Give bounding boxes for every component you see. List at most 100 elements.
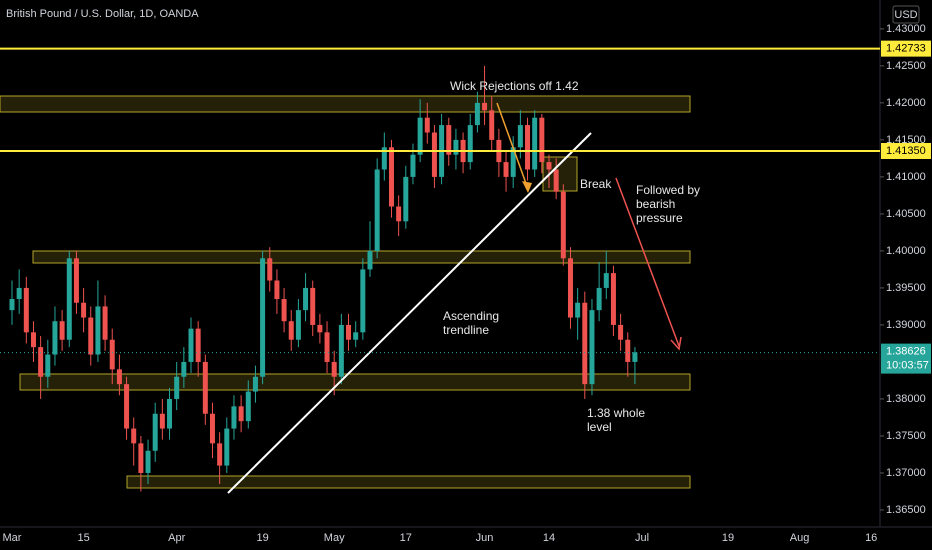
candle-body xyxy=(252,376,258,392)
candle-body xyxy=(610,273,616,325)
x-tick-label: Apr xyxy=(168,532,185,544)
candle-body xyxy=(424,117,430,133)
candle-body xyxy=(546,162,552,170)
candle-body xyxy=(589,310,595,385)
candle-body xyxy=(281,299,287,322)
candle-body xyxy=(560,191,566,259)
candle-body xyxy=(474,102,480,126)
candle-body xyxy=(288,321,294,340)
candle-body xyxy=(116,369,122,385)
candle-body xyxy=(88,317,94,355)
y-tick-label: 1.41000 xyxy=(886,171,926,183)
candle-body xyxy=(45,354,51,377)
supply-zone xyxy=(0,95,691,113)
x-tick-label: 19 xyxy=(256,532,268,544)
level-label-box xyxy=(881,40,931,57)
wick-arrow-head xyxy=(522,181,532,193)
trendline xyxy=(227,132,592,494)
candle-body xyxy=(245,391,251,422)
candle-body xyxy=(367,250,373,270)
candle-body xyxy=(217,443,223,466)
candle-body xyxy=(503,162,509,177)
x-tick-label: Aug xyxy=(790,532,810,544)
candle-body xyxy=(260,258,266,377)
whole-level-note: level xyxy=(587,420,612,434)
candle-body xyxy=(274,280,280,300)
trendline-note: Ascending xyxy=(443,309,499,323)
candle-body xyxy=(30,332,36,348)
candle-body xyxy=(510,147,516,177)
candle-body xyxy=(303,287,309,311)
candle-body xyxy=(532,117,538,170)
y-tick-label: 1.41500 xyxy=(886,134,926,146)
candle-body xyxy=(81,302,87,318)
x-tick-label: 19 xyxy=(722,532,734,544)
candle-body xyxy=(417,117,423,155)
x-tick-label: 14 xyxy=(543,532,555,544)
candle-body xyxy=(331,361,337,377)
candle-body xyxy=(453,139,459,155)
candle-body xyxy=(224,428,230,466)
x-tick-label: Mar xyxy=(3,532,22,544)
candle-body xyxy=(446,125,452,155)
bearish-arrow xyxy=(615,177,680,347)
y-tick-label: 1.40000 xyxy=(886,245,926,257)
candle-body xyxy=(567,258,573,318)
candle-body xyxy=(167,398,173,429)
candle-body xyxy=(102,306,108,340)
candle-body xyxy=(209,413,215,444)
level-label-box xyxy=(881,142,931,159)
wick-note: Wick Rejections off 1.42 xyxy=(450,79,579,93)
candle-body xyxy=(625,339,631,362)
candle-body xyxy=(517,125,523,148)
candle-body xyxy=(603,273,609,288)
candle-body xyxy=(467,125,473,163)
candle-body xyxy=(374,169,380,251)
candle-body xyxy=(317,324,323,333)
y-tick-label: 1.37000 xyxy=(886,467,926,479)
last-price-box xyxy=(881,343,931,374)
y-tick-label: 1.39500 xyxy=(886,282,926,294)
currency-box xyxy=(892,5,920,24)
candle-body xyxy=(582,302,588,385)
candle-body xyxy=(396,206,402,222)
candle-body xyxy=(575,302,581,318)
break-note: Break xyxy=(580,177,612,191)
y-tick-label: 1.38000 xyxy=(886,393,926,405)
candle-body xyxy=(152,413,158,451)
candle-body xyxy=(295,310,301,340)
candle-body xyxy=(59,321,65,340)
candle-body xyxy=(388,147,394,207)
bearish-note: bearish xyxy=(636,197,675,211)
x-tick-label: 15 xyxy=(77,532,89,544)
candle-body xyxy=(360,269,366,333)
candle-body xyxy=(482,102,488,111)
candle-body xyxy=(346,324,352,340)
x-tick-label: 17 xyxy=(400,532,412,544)
bearish-note: Followed by xyxy=(636,183,700,197)
candles xyxy=(9,65,638,492)
y-tick-label: 1.40500 xyxy=(886,208,926,220)
candle-body xyxy=(66,258,72,340)
level-label: 1.42733 xyxy=(886,43,926,55)
candle-body xyxy=(431,132,437,177)
chart-title: British Pound / U.S. Dollar, 1D, OANDA xyxy=(6,8,199,20)
candle-body xyxy=(95,306,101,355)
whole-level-note: 1.38 whole xyxy=(587,406,645,420)
x-tick-label: May xyxy=(324,532,345,544)
candle-body xyxy=(145,450,151,473)
candle-body xyxy=(9,299,15,311)
candle-body xyxy=(553,169,559,192)
candle-body xyxy=(181,361,187,377)
candle-body xyxy=(231,406,237,429)
y-tick-label: 1.37500 xyxy=(886,430,926,442)
candle-body xyxy=(52,321,58,355)
y-tick-label: 1.36500 xyxy=(886,504,926,516)
candle-body xyxy=(338,324,344,377)
candle-body xyxy=(310,287,316,325)
candle-body xyxy=(267,258,273,281)
candle-body xyxy=(324,332,330,362)
wick-arrow xyxy=(496,102,529,190)
candle-body xyxy=(73,258,79,303)
candle-body xyxy=(381,147,387,170)
